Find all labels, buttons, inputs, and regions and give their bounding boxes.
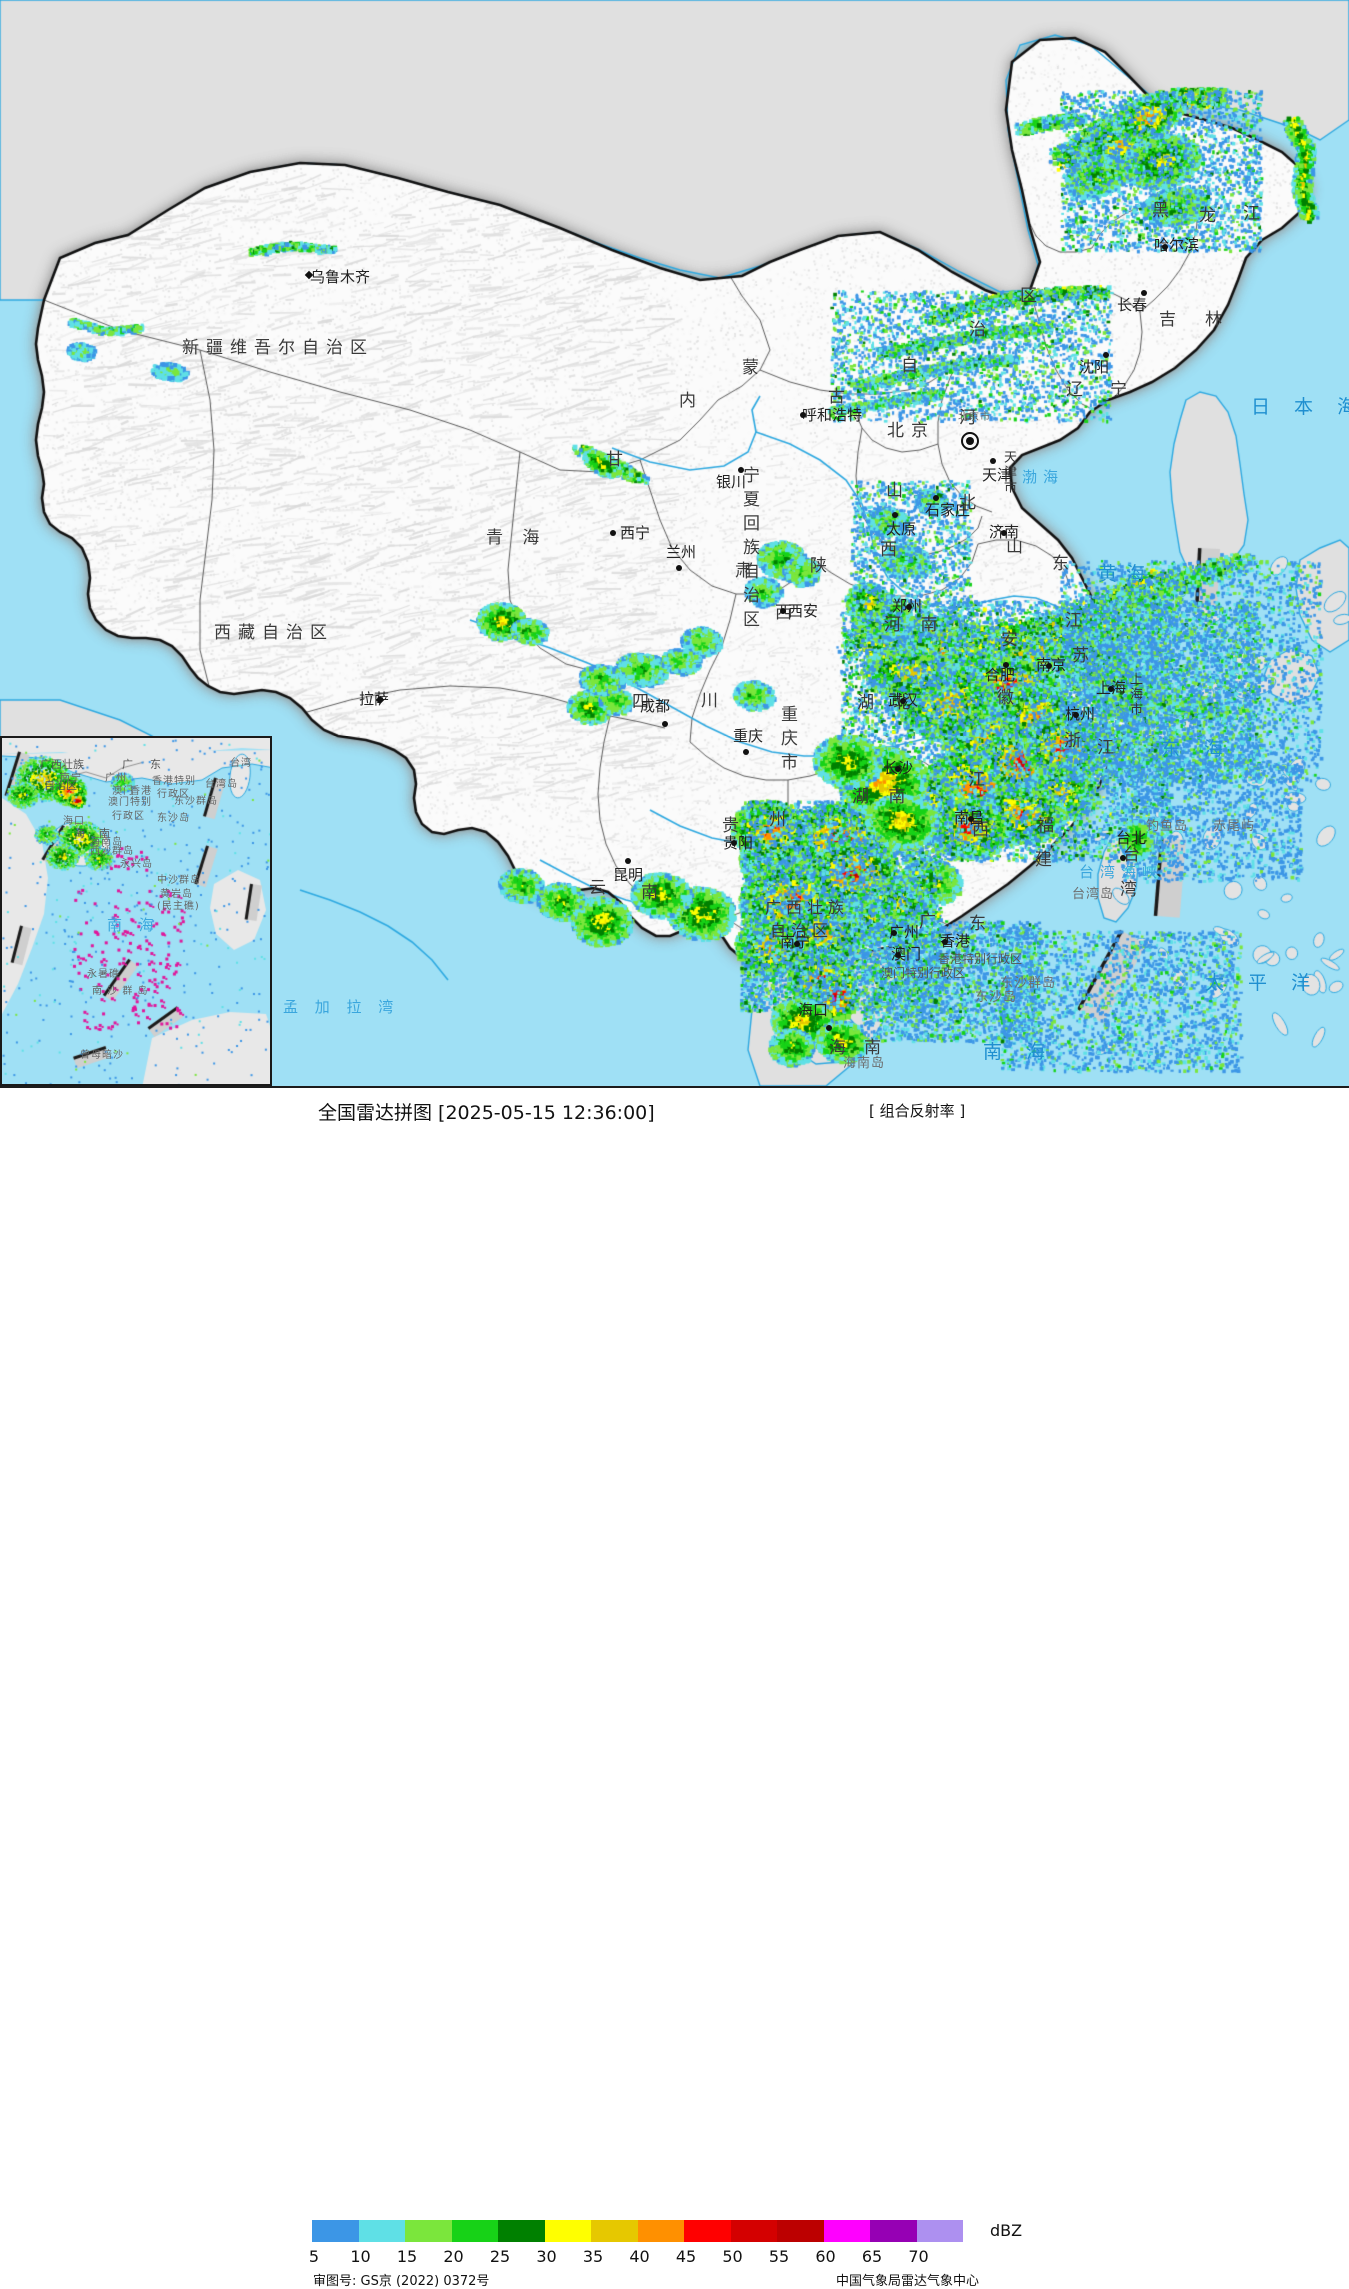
china-radar-map[interactable]: 新疆维吾尔自治区 西藏自治区青 海甘肃内蒙古自治区宁夏回族自治区陕西山西河北山东河… bbox=[0, 0, 1349, 1086]
colorbar-tick: 50 bbox=[722, 2247, 743, 2266]
colorbar-tick: 45 bbox=[675, 2247, 697, 2266]
city-marker bbox=[676, 565, 682, 571]
inset-layer bbox=[2, 738, 270, 1084]
colorbar-tick: 30 bbox=[536, 2247, 557, 2266]
city-marker bbox=[1120, 855, 1126, 861]
city-marker bbox=[933, 495, 939, 501]
city-marker bbox=[738, 467, 744, 473]
city-marker bbox=[1103, 352, 1109, 358]
legend-title: 全国雷达拼图 [2025-05-15 12:36:00] bbox=[318, 1102, 655, 1124]
colorbar-swatch bbox=[777, 2220, 824, 2242]
city-marker bbox=[800, 412, 806, 418]
city-marker bbox=[1073, 712, 1079, 718]
colorbar-tick: 5 bbox=[308, 2247, 320, 2266]
city-marker bbox=[895, 766, 901, 772]
colorbar-swatch bbox=[544, 2220, 591, 2242]
city-marker bbox=[1162, 244, 1168, 250]
source-organization: 中国气象局雷达气象中心 bbox=[836, 2274, 980, 2289]
city-marker bbox=[1001, 530, 1007, 536]
approval-number: 审图号: GS京 (2022) 0372号 bbox=[313, 2274, 490, 2289]
unit-label: dBZ bbox=[990, 2221, 1023, 2240]
city-marker bbox=[892, 512, 898, 518]
colorbar-tick: 65 bbox=[861, 2247, 883, 2266]
colorbar-tick: 15 bbox=[396, 2247, 418, 2266]
colorbar-swatch bbox=[870, 2220, 917, 2242]
colorbar-swatch bbox=[498, 2220, 545, 2242]
colorbar-tick-labels: 5 10 15 20 25 30 35 40 45 50 55 60 65 70 bbox=[0, 2247, 1349, 2266]
south-china-sea-inset-map[interactable]: 广西壮族 自治区广东南宁 广州 澳门 香港 香港特别 行政区 澳门特别 行政区 台湾 台湾岛 东沙群岛… bbox=[0, 736, 272, 1086]
capital-marker bbox=[961, 432, 979, 450]
colorbar-swatch bbox=[312, 2220, 359, 2242]
city-marker bbox=[662, 721, 668, 727]
city-marker bbox=[1108, 686, 1114, 692]
colorbar-swatch bbox=[684, 2220, 731, 2242]
reflectivity-colorbar bbox=[312, 2220, 963, 2242]
colorbar-swatch bbox=[358, 2220, 405, 2242]
colorbar-swatch bbox=[451, 2220, 498, 2242]
city-marker bbox=[1003, 662, 1009, 668]
colorbar-tick: 70 bbox=[908, 2247, 929, 2266]
city-marker bbox=[780, 608, 786, 614]
colorbar-swatch bbox=[730, 2220, 777, 2242]
colorbar-tick: 35 bbox=[582, 2247, 604, 2266]
city-marker bbox=[826, 1025, 832, 1031]
colorbar-tick: 40 bbox=[629, 2247, 650, 2266]
colorbar-tick: 60 bbox=[815, 2247, 836, 2266]
colorbar-tick: 10 bbox=[350, 2247, 371, 2266]
legend-product-type: [ 组合反射率 ] bbox=[869, 1102, 966, 1120]
city-marker bbox=[942, 939, 948, 945]
city-marker bbox=[731, 840, 737, 846]
colorbar-tick: 25 bbox=[489, 2247, 511, 2266]
city-marker bbox=[968, 816, 974, 822]
legend-panel: 全国雷达拼图 [2025-05-15 12:36:00] [ 组合反射率 ] 5… bbox=[0, 1086, 1349, 2289]
city-marker bbox=[891, 930, 897, 936]
colorbar-swatch bbox=[405, 2220, 452, 2242]
city-marker bbox=[895, 952, 901, 958]
colorbar-swatch bbox=[637, 2220, 684, 2242]
city-marker bbox=[610, 530, 616, 536]
city-marker bbox=[906, 604, 912, 610]
city-marker bbox=[743, 749, 749, 755]
colorbar-swatch bbox=[823, 2220, 870, 2242]
city-marker bbox=[900, 698, 906, 704]
colorbar-swatch bbox=[916, 2220, 963, 2242]
colorbar-swatch bbox=[591, 2220, 638, 2242]
city-marker bbox=[990, 458, 996, 464]
city-marker bbox=[1141, 290, 1147, 296]
colorbar-tick: 20 bbox=[443, 2247, 464, 2266]
colorbar-tick: 55 bbox=[768, 2247, 790, 2266]
city-marker bbox=[625, 858, 631, 864]
city-marker bbox=[1046, 663, 1052, 669]
city-marker bbox=[794, 941, 800, 947]
